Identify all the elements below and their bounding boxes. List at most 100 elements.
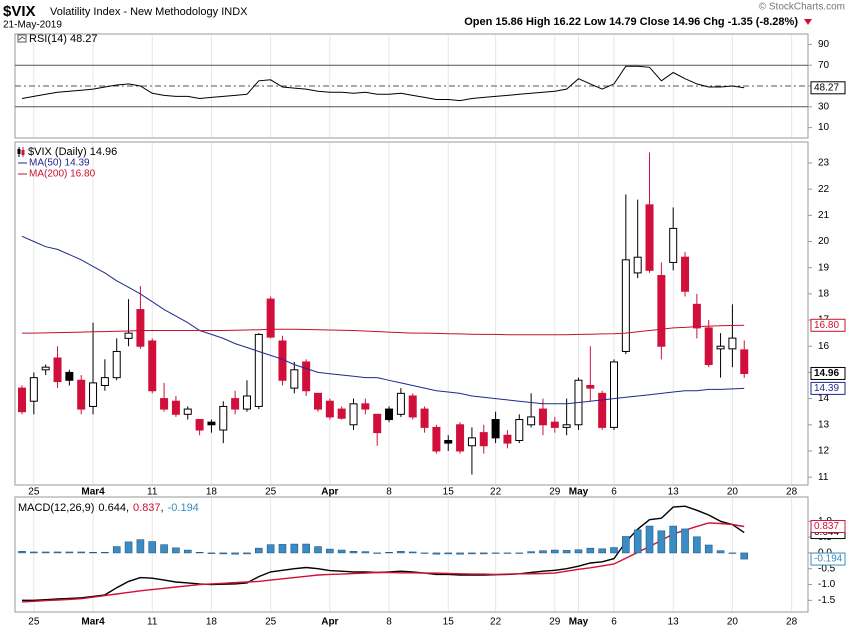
candle-body	[29, 377, 38, 402]
histogram-bar	[527, 551, 535, 554]
series-line	[22, 324, 745, 336]
histogram-bar	[539, 550, 547, 554]
candle-body	[432, 426, 441, 452]
x-tick-label: 22	[490, 487, 502, 498]
histogram-bar	[432, 552, 441, 555]
y-tick-label: 12	[818, 446, 830, 457]
histogram-bar	[716, 550, 725, 554]
candle-body	[314, 392, 322, 410]
histogram-bar	[183, 549, 192, 554]
histogram-bar	[231, 552, 239, 555]
candle-body	[136, 309, 145, 347]
histogram-bar	[479, 552, 488, 555]
candle-body	[740, 349, 749, 374]
candle-body	[408, 395, 417, 418]
x-tick-label: 11	[147, 487, 158, 498]
histogram-bar	[373, 552, 382, 554]
candle-body	[598, 392, 607, 428]
histogram-bar	[550, 549, 559, 554]
badge-label: 48.27	[814, 82, 839, 93]
candle-body	[728, 337, 737, 350]
histogram-bar	[361, 551, 370, 554]
candle-body	[207, 421, 216, 426]
y-tick-label: 30	[818, 101, 830, 112]
histogram-bar	[101, 551, 109, 554]
x-tick-label: 8	[386, 617, 392, 628]
y-tick-label: 90	[818, 39, 830, 50]
candle-body	[302, 361, 311, 392]
histogram-bar	[89, 551, 97, 554]
value-badge: -0.194	[810, 552, 846, 566]
y-tick-label: 10	[818, 122, 830, 133]
badge-box	[810, 318, 846, 332]
candle-body	[704, 327, 713, 366]
candle-body	[420, 408, 429, 428]
candle-body	[171, 400, 180, 415]
histogram-bar	[681, 528, 689, 554]
candle-body	[444, 439, 453, 444]
candle-body	[148, 340, 157, 392]
legend-price: $VIX (Daily) 14.96	[28, 146, 117, 158]
histogram-bar	[326, 548, 334, 554]
histogram-bar	[704, 544, 713, 554]
candle-body	[77, 379, 86, 410]
legend-macd-value: 0.644	[98, 502, 126, 514]
x-tick-label: May	[569, 617, 589, 628]
x-tick-label: 18	[206, 617, 218, 628]
histogram-bar	[77, 551, 85, 554]
candle-body	[586, 385, 595, 389]
histogram-bar	[18, 551, 26, 554]
candle-body	[456, 424, 465, 452]
badge-box	[810, 366, 846, 380]
candle-body	[18, 387, 26, 413]
histogram-bar	[669, 525, 678, 554]
candle-body	[527, 416, 536, 426]
x-tick-label: 20	[727, 487, 739, 498]
candle-body	[645, 204, 654, 271]
histogram-bar	[266, 544, 275, 554]
x-tick-label: 13	[668, 617, 680, 628]
x-tick-label: 29	[549, 487, 561, 498]
candle-body	[361, 403, 370, 410]
legend-macd: MACD(12,26,9) 0.644, 0.837, -0.194	[18, 502, 199, 514]
candle-body	[183, 408, 192, 415]
histogram-bar	[290, 543, 299, 554]
symbol: $VIX	[3, 3, 36, 20]
histogram-bar	[610, 547, 618, 554]
histogram-bar	[302, 543, 310, 554]
histogram-bar	[728, 552, 737, 554]
candle-body	[491, 419, 500, 439]
legend-ma: MA(200) 16.80	[29, 169, 96, 180]
candle-body	[716, 345, 725, 350]
candle-body	[610, 361, 618, 428]
histogram-bar	[278, 544, 287, 554]
histogram-bar	[693, 536, 701, 554]
histogram-bar	[172, 547, 180, 554]
candle-body	[41, 366, 50, 371]
histogram-bar	[243, 552, 251, 555]
candle-body	[290, 369, 299, 389]
x-tick-label: 29	[549, 617, 561, 628]
badge-label: 16.80	[814, 320, 839, 331]
y-tick-label: 16	[818, 341, 830, 352]
histogram-bar	[562, 550, 571, 554]
candle-body	[337, 408, 346, 419]
histogram-bar	[420, 552, 429, 554]
histogram-bar	[219, 552, 228, 555]
value-badge: 0.837	[810, 519, 846, 533]
series-line	[21, 522, 745, 603]
x-tick-label: 6	[611, 487, 617, 498]
candle-body	[633, 256, 642, 274]
y-tick-label: 11	[818, 472, 829, 483]
histogram-bar	[160, 544, 168, 554]
x-tick-label: 6	[611, 617, 617, 628]
candle-body	[266, 298, 275, 338]
x-tick-label: Apr	[321, 617, 338, 628]
x-tick-label: 28	[786, 487, 798, 498]
x-tick-label: 25	[28, 487, 40, 498]
x-tick-label: 20	[727, 617, 739, 628]
histogram-bar	[468, 552, 476, 555]
y-tick-label: 18	[818, 289, 830, 300]
y-tick-label: 20	[818, 236, 830, 247]
